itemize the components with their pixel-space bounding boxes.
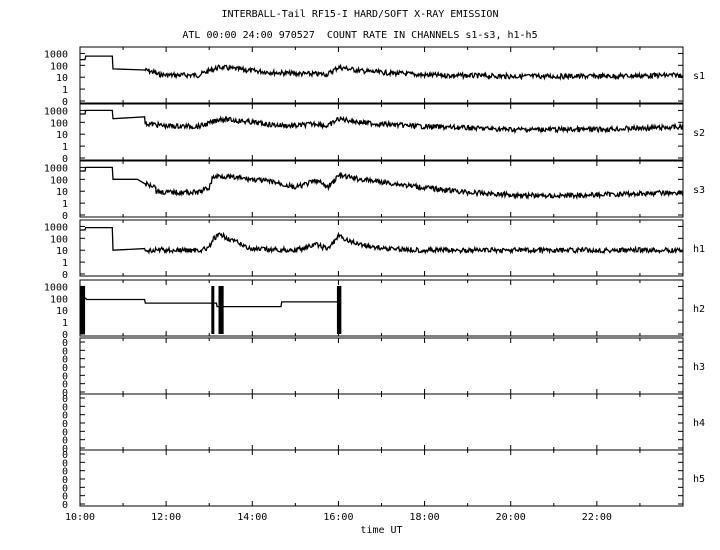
y-tick-label: 0 [62, 458, 68, 469]
chart-title: INTERBALL-Tail RF15-I HARD/SOFT X-RAY EM… [221, 9, 499, 20]
y-tick-label: 10 [56, 246, 68, 257]
y-tick-label: 0 [62, 475, 68, 486]
y-tick-label: 0 [62, 436, 68, 447]
panel-label-h5: h5 [693, 474, 705, 485]
y-tick-label: 0 [62, 380, 68, 391]
spike-mark-h2 [82, 286, 86, 334]
panel-frame-h3 [79, 337, 684, 395]
x-tick-label: 22:00 [582, 512, 612, 523]
x-tick-label: 12:00 [151, 512, 181, 523]
y-tick-label: 0 [62, 500, 68, 511]
y-tick-label: 10 [56, 306, 68, 317]
panel-label-h3: h3 [693, 362, 705, 373]
y-tick-label: 0 [62, 467, 68, 478]
y-tick-label: 1 [62, 85, 68, 96]
y-tick-label: 100 [50, 118, 68, 129]
y-tick-label: 10 [56, 130, 68, 141]
y-tick-label: 100 [50, 61, 68, 72]
chart-subtitle: ATL 00:00 24:00 970527 COUNT RATE IN CHA… [182, 30, 538, 41]
spike-mark-h2 [79, 286, 83, 334]
x-tick-label: 14:00 [237, 512, 267, 523]
y-tick-label: 0 [62, 388, 68, 399]
y-tick-label: 0 [62, 211, 68, 222]
y-tick-label: 0 [62, 483, 68, 494]
series-line-s1 [80, 55, 684, 81]
panel-label-h2: h2 [693, 304, 705, 315]
y-tick-label: 0 [62, 427, 68, 438]
series-line-h1 [80, 226, 684, 255]
panel-label-h4: h4 [693, 418, 705, 429]
series-line-s2 [80, 109, 684, 135]
series-line-s3 [80, 166, 684, 201]
y-tick-label: 0 [62, 411, 68, 422]
y-tick-label: 1000 [44, 222, 68, 233]
series-line-h2 [80, 297, 340, 335]
y-tick-label: 0 [62, 346, 68, 357]
panel-label-h1: h1 [693, 244, 705, 255]
x-tick-label: 16:00 [323, 512, 353, 523]
panel-frame-h2 [79, 279, 684, 337]
y-tick-label: 0 [62, 419, 68, 430]
panel-frame-h5 [79, 449, 684, 507]
y-tick-label: 0 [62, 270, 68, 281]
panel-label-s3: s3 [693, 185, 705, 196]
panel-frame-h4 [79, 393, 684, 451]
panel-label-s2: s2 [693, 128, 705, 139]
y-tick-label: 1 [62, 199, 68, 210]
y-tick-label: 0 [62, 371, 68, 382]
y-tick-label: 0 [62, 154, 68, 165]
y-tick-label: 0 [62, 402, 68, 413]
panel-frame-s3 [79, 160, 684, 218]
x-tick-label: 20:00 [496, 512, 526, 523]
y-tick-label: 100 [50, 294, 68, 305]
spike-mark-h2 [338, 286, 342, 334]
y-tick-label: 10 [56, 187, 68, 198]
y-tick-label: 0 [62, 330, 68, 341]
panel-label-s1: s1 [693, 71, 705, 82]
spike-mark-h2 [211, 286, 215, 334]
y-tick-label: 0 [62, 450, 68, 461]
y-tick-label: 0 [62, 394, 68, 405]
x-tick-label: 18:00 [410, 512, 440, 523]
spike-mark-h2 [218, 286, 222, 334]
x-tick-label: 10:00 [65, 512, 95, 523]
y-tick-label: 1 [62, 318, 68, 329]
spike-mark-h2 [220, 286, 224, 334]
y-tick-label: 1000 [44, 163, 68, 174]
y-tick-label: 100 [50, 175, 68, 186]
y-tick-label: 0 [62, 355, 68, 366]
y-tick-label: 0 [62, 492, 68, 503]
y-tick-label: 1000 [44, 106, 68, 117]
y-tick-label: 1 [62, 142, 68, 153]
y-tick-label: 1 [62, 258, 68, 269]
x-axis-label: time UT [360, 525, 402, 536]
y-tick-label: 100 [50, 234, 68, 245]
y-tick-label: 1000 [44, 49, 68, 60]
panel-frame-s2 [79, 103, 684, 161]
y-tick-label: 0 [62, 363, 68, 374]
y-tick-label: 1000 [44, 282, 68, 293]
y-tick-label: 10 [56, 73, 68, 84]
y-tick-label: 0 [62, 338, 68, 349]
y-tick-label: 0 [62, 97, 68, 108]
y-tick-label: 0 [62, 444, 68, 455]
